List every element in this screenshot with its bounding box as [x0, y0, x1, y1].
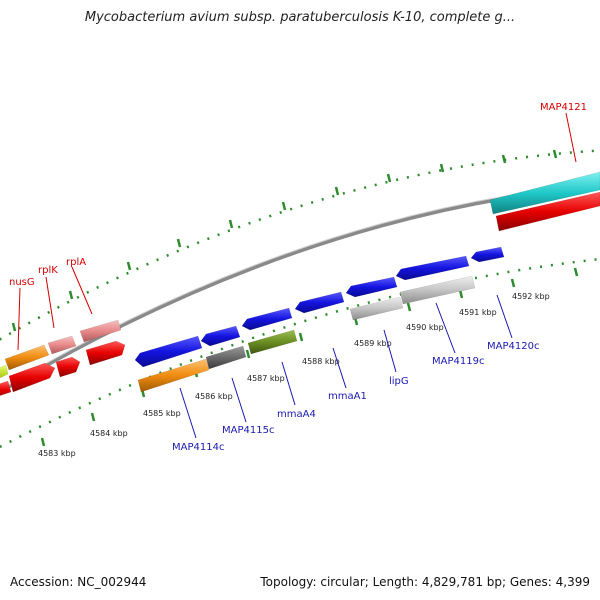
scale-label: 4584 kbp: [90, 429, 128, 438]
reverse-genes: [134, 246, 505, 393]
scale-label: 4591 kbp: [459, 308, 497, 317]
reverse-callouts: [179, 294, 513, 439]
scale-label: 4583 kbp: [38, 449, 76, 458]
tick-marks-lower: [40, 267, 579, 447]
gene-label-MAP4115c[interactable]: MAP4115c: [222, 425, 274, 436]
scale-label: 4590 kbp: [406, 323, 444, 332]
forward-gene[interactable]: [79, 319, 122, 343]
gene-label-mmaA1[interactable]: mmaA1: [328, 391, 367, 402]
scale-label: 4592 kbp: [512, 292, 550, 301]
scale-label: 4587 kbp: [247, 374, 285, 383]
reverse-gene[interactable]: [137, 358, 210, 393]
scale-label: 4589 kbp: [354, 339, 392, 348]
forward-gene[interactable]: [0, 380, 12, 399]
reverse-gene[interactable]: [399, 275, 476, 305]
gene-label-lipG[interactable]: lipG: [389, 376, 409, 387]
accession-text: Accession: NC_002944: [10, 575, 147, 589]
reverse-gene[interactable]: [247, 329, 298, 355]
forward-gene[interactable]: [47, 335, 77, 355]
scale-label: 4588 kbp: [302, 357, 340, 366]
forward-gene[interactable]: [0, 364, 9, 380]
reverse-gene[interactable]: [294, 291, 345, 314]
scale-label: 4585 kbp: [143, 409, 181, 418]
reverse-gene[interactable]: [349, 296, 404, 321]
reverse-gene[interactable]: [200, 325, 241, 347]
reverse-gene[interactable]: [205, 345, 247, 370]
reverse-gene[interactable]: [134, 335, 203, 368]
gene-label-rplK[interactable]: rplK: [38, 265, 58, 276]
gene-label-mmaA4[interactable]: mmaA4: [277, 409, 316, 420]
forward-callouts: [17, 112, 577, 351]
gene-label-rplA[interactable]: rplA: [66, 257, 86, 268]
tick-track-upper: [0, 149, 600, 341]
genome-summary-text: Topology: circular; Length: 4,829,781 bp…: [260, 575, 590, 589]
gene-label-MAP4121[interactable]: MAP4121: [540, 102, 587, 113]
scale-label: 4586 kbp: [195, 392, 233, 401]
forward-genes: [0, 171, 600, 399]
forward-gene[interactable]: [85, 340, 126, 366]
reverse-gene[interactable]: [470, 246, 505, 263]
reverse-gene[interactable]: [395, 255, 470, 281]
forward-gene[interactable]: [4, 344, 50, 371]
forward-gene[interactable]: [489, 171, 600, 215]
forward-gene[interactable]: [55, 356, 81, 378]
forward-gene[interactable]: [8, 362, 56, 393]
gene-label-MAP4114c[interactable]: MAP4114c: [172, 442, 224, 453]
gene-label-MAP4119c[interactable]: MAP4119c: [432, 356, 484, 367]
reverse-gene[interactable]: [345, 276, 398, 298]
gene-label-MAP4120c[interactable]: MAP4120c: [487, 341, 539, 352]
forward-gene[interactable]: [495, 191, 600, 232]
tick-marks-upper: [11, 149, 558, 332]
scale-labels: 4583 kbp 4584 kbp 4585 kbp 4586 kbp 4587…: [38, 292, 550, 458]
map-title: Mycobacterium avium subsp. paratuberculo…: [84, 10, 516, 25]
gene-label-nusG[interactable]: nusG: [9, 277, 35, 288]
reverse-gene[interactable]: [241, 307, 293, 331]
